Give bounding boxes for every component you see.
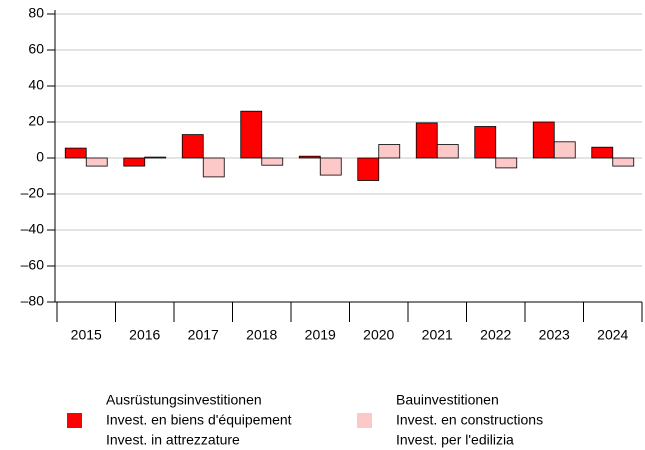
legend-label: Ausrüstungsinvestitionen <box>106 392 262 408</box>
bar <box>474 126 497 159</box>
bar <box>144 156 167 159</box>
y-tick-label: 40 <box>28 77 44 93</box>
bar <box>612 157 635 167</box>
y-tick-label: –20 <box>21 185 45 201</box>
x-tick-label: 2015 <box>71 327 102 343</box>
y-tick-label: 20 <box>28 113 44 129</box>
legend-label: Invest. in attrezzature <box>106 432 240 448</box>
bar <box>261 157 284 166</box>
y-tick-label: –80 <box>21 293 45 309</box>
bar <box>378 144 401 159</box>
bar <box>298 155 321 159</box>
bar <box>553 141 576 159</box>
x-tick-label: 2021 <box>422 327 453 343</box>
bar <box>240 110 263 159</box>
x-tick-label: 2018 <box>246 327 277 343</box>
x-tick-label: 2020 <box>363 327 394 343</box>
bar <box>591 146 614 159</box>
bar <box>319 157 342 176</box>
bar <box>202 157 225 178</box>
legend-label: Invest. en biens d'équipement <box>106 412 292 428</box>
bar <box>181 134 204 159</box>
x-tick-label: 2019 <box>305 327 336 343</box>
legend-label: Bauinvestitionen <box>396 392 499 408</box>
x-tick-label: 2016 <box>129 327 160 343</box>
bar <box>415 122 438 159</box>
legend-swatch <box>67 413 82 428</box>
bar <box>123 157 146 167</box>
legend-label: Invest. per l'edilizia <box>396 432 514 448</box>
legend-label: Invest. en constructions <box>396 412 543 428</box>
bar <box>532 121 555 159</box>
bar <box>85 157 108 167</box>
x-tick-label: 2024 <box>597 327 628 343</box>
y-tick-label: –40 <box>21 221 45 237</box>
legend-swatch <box>357 413 372 428</box>
y-tick-label: 80 <box>28 5 44 21</box>
x-tick-label: 2023 <box>539 327 570 343</box>
x-tick-label: 2022 <box>480 327 511 343</box>
bar <box>436 144 459 159</box>
y-tick-label: 60 <box>28 41 44 57</box>
bar <box>64 147 87 159</box>
y-tick-label: –60 <box>21 257 45 273</box>
bar <box>495 157 518 169</box>
x-tick-label: 2017 <box>188 327 219 343</box>
bar <box>357 157 380 181</box>
y-tick-label: 0 <box>36 149 44 165</box>
